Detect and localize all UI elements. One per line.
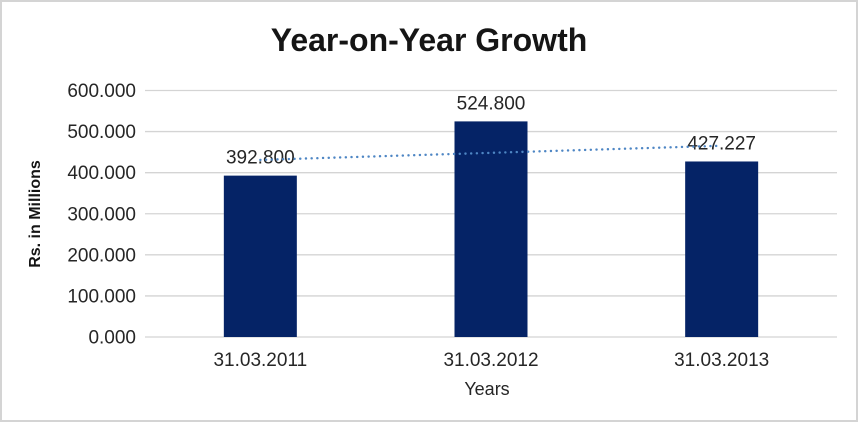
bar [223, 175, 297, 337]
y-tick-label: 600.000 [67, 81, 136, 102]
x-tick-label: 31.03.2012 [443, 350, 538, 371]
y-tick-label: 400.000 [67, 163, 136, 184]
y-tick-label: 300.000 [67, 204, 136, 225]
bar-value-label: 427.227 [687, 133, 756, 154]
bar [454, 121, 528, 337]
bar-series [223, 121, 759, 337]
bar [685, 161, 759, 337]
bar-value-labels: 392.800 524.800 427.227 [226, 93, 756, 168]
chart-title: Year-on-Year Growth [270, 22, 588, 58]
x-axis-title: Years [464, 379, 509, 399]
x-axis-tick-labels: 31.03.2011 31.03.2012 31.03.2013 [213, 350, 769, 371]
y-axis-tick-labels: 0.000 100.000 200.000 300.000 400.000 500.000… [67, 81, 136, 349]
y-tick-label: 500.000 [67, 122, 136, 143]
bar-value-label: 392.800 [226, 148, 295, 169]
x-tick-label: 31.03.2011 [213, 350, 307, 371]
y-tick-label: 200.000 [67, 245, 136, 266]
bar-value-label: 524.800 [457, 93, 526, 114]
y-axis-title: Rs. in Millions [27, 160, 44, 268]
x-tick-label: 31.03.2013 [674, 350, 769, 371]
y-tick-label: 100.000 [67, 286, 136, 307]
y-tick-label: 0.000 [88, 328, 136, 349]
